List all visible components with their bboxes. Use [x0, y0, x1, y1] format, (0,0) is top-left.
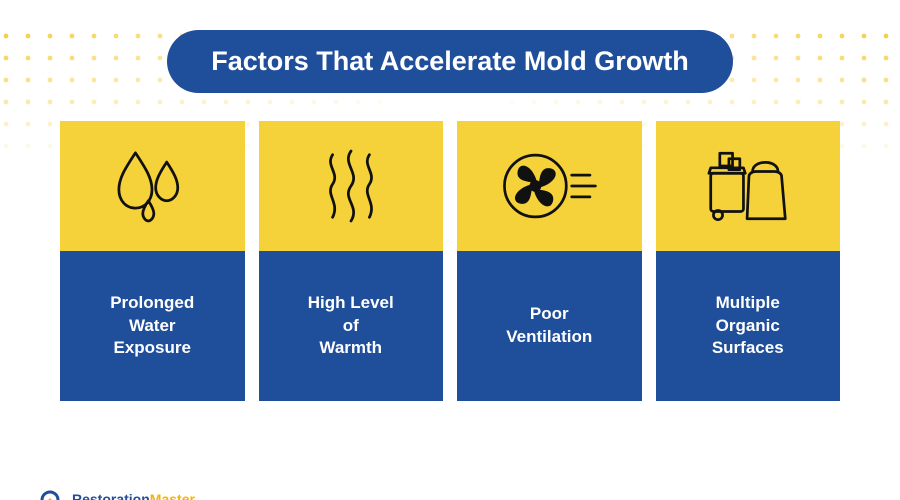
water-drops-icon: [60, 121, 245, 251]
brand-name-secondary: Master: [150, 491, 195, 500]
card-label: High Level of Warmth: [259, 251, 444, 401]
card-label: Multiple Organic Surfaces: [656, 251, 841, 401]
card-label: Poor Ventilation: [457, 251, 642, 401]
brand-logo: RestorationMaster Find a reliable servic…: [40, 490, 198, 500]
magnifier-house-icon: [40, 490, 66, 500]
brand-name-primary: Restoration: [72, 491, 150, 500]
heat-waves-icon: [259, 121, 444, 251]
fan-flow-icon: [457, 121, 642, 251]
card-surfaces: Multiple Organic Surfaces: [656, 121, 841, 401]
title-pill: Factors That Accelerate Mold Growth: [167, 30, 733, 93]
cards-row: Prolonged Water Exposure High Level of W…: [0, 121, 900, 401]
card-warmth: High Level of Warmth: [259, 121, 444, 401]
trash-bins-icon: [656, 121, 841, 251]
brand-name: RestorationMaster: [72, 492, 198, 500]
card-label: Prolonged Water Exposure: [60, 251, 245, 401]
card-water: Prolonged Water Exposure: [60, 121, 245, 401]
page-title: Factors That Accelerate Mold Growth: [211, 46, 689, 76]
card-ventilation: Poor Ventilation: [457, 121, 642, 401]
brand-text: RestorationMaster Find a reliable servic…: [72, 492, 198, 500]
